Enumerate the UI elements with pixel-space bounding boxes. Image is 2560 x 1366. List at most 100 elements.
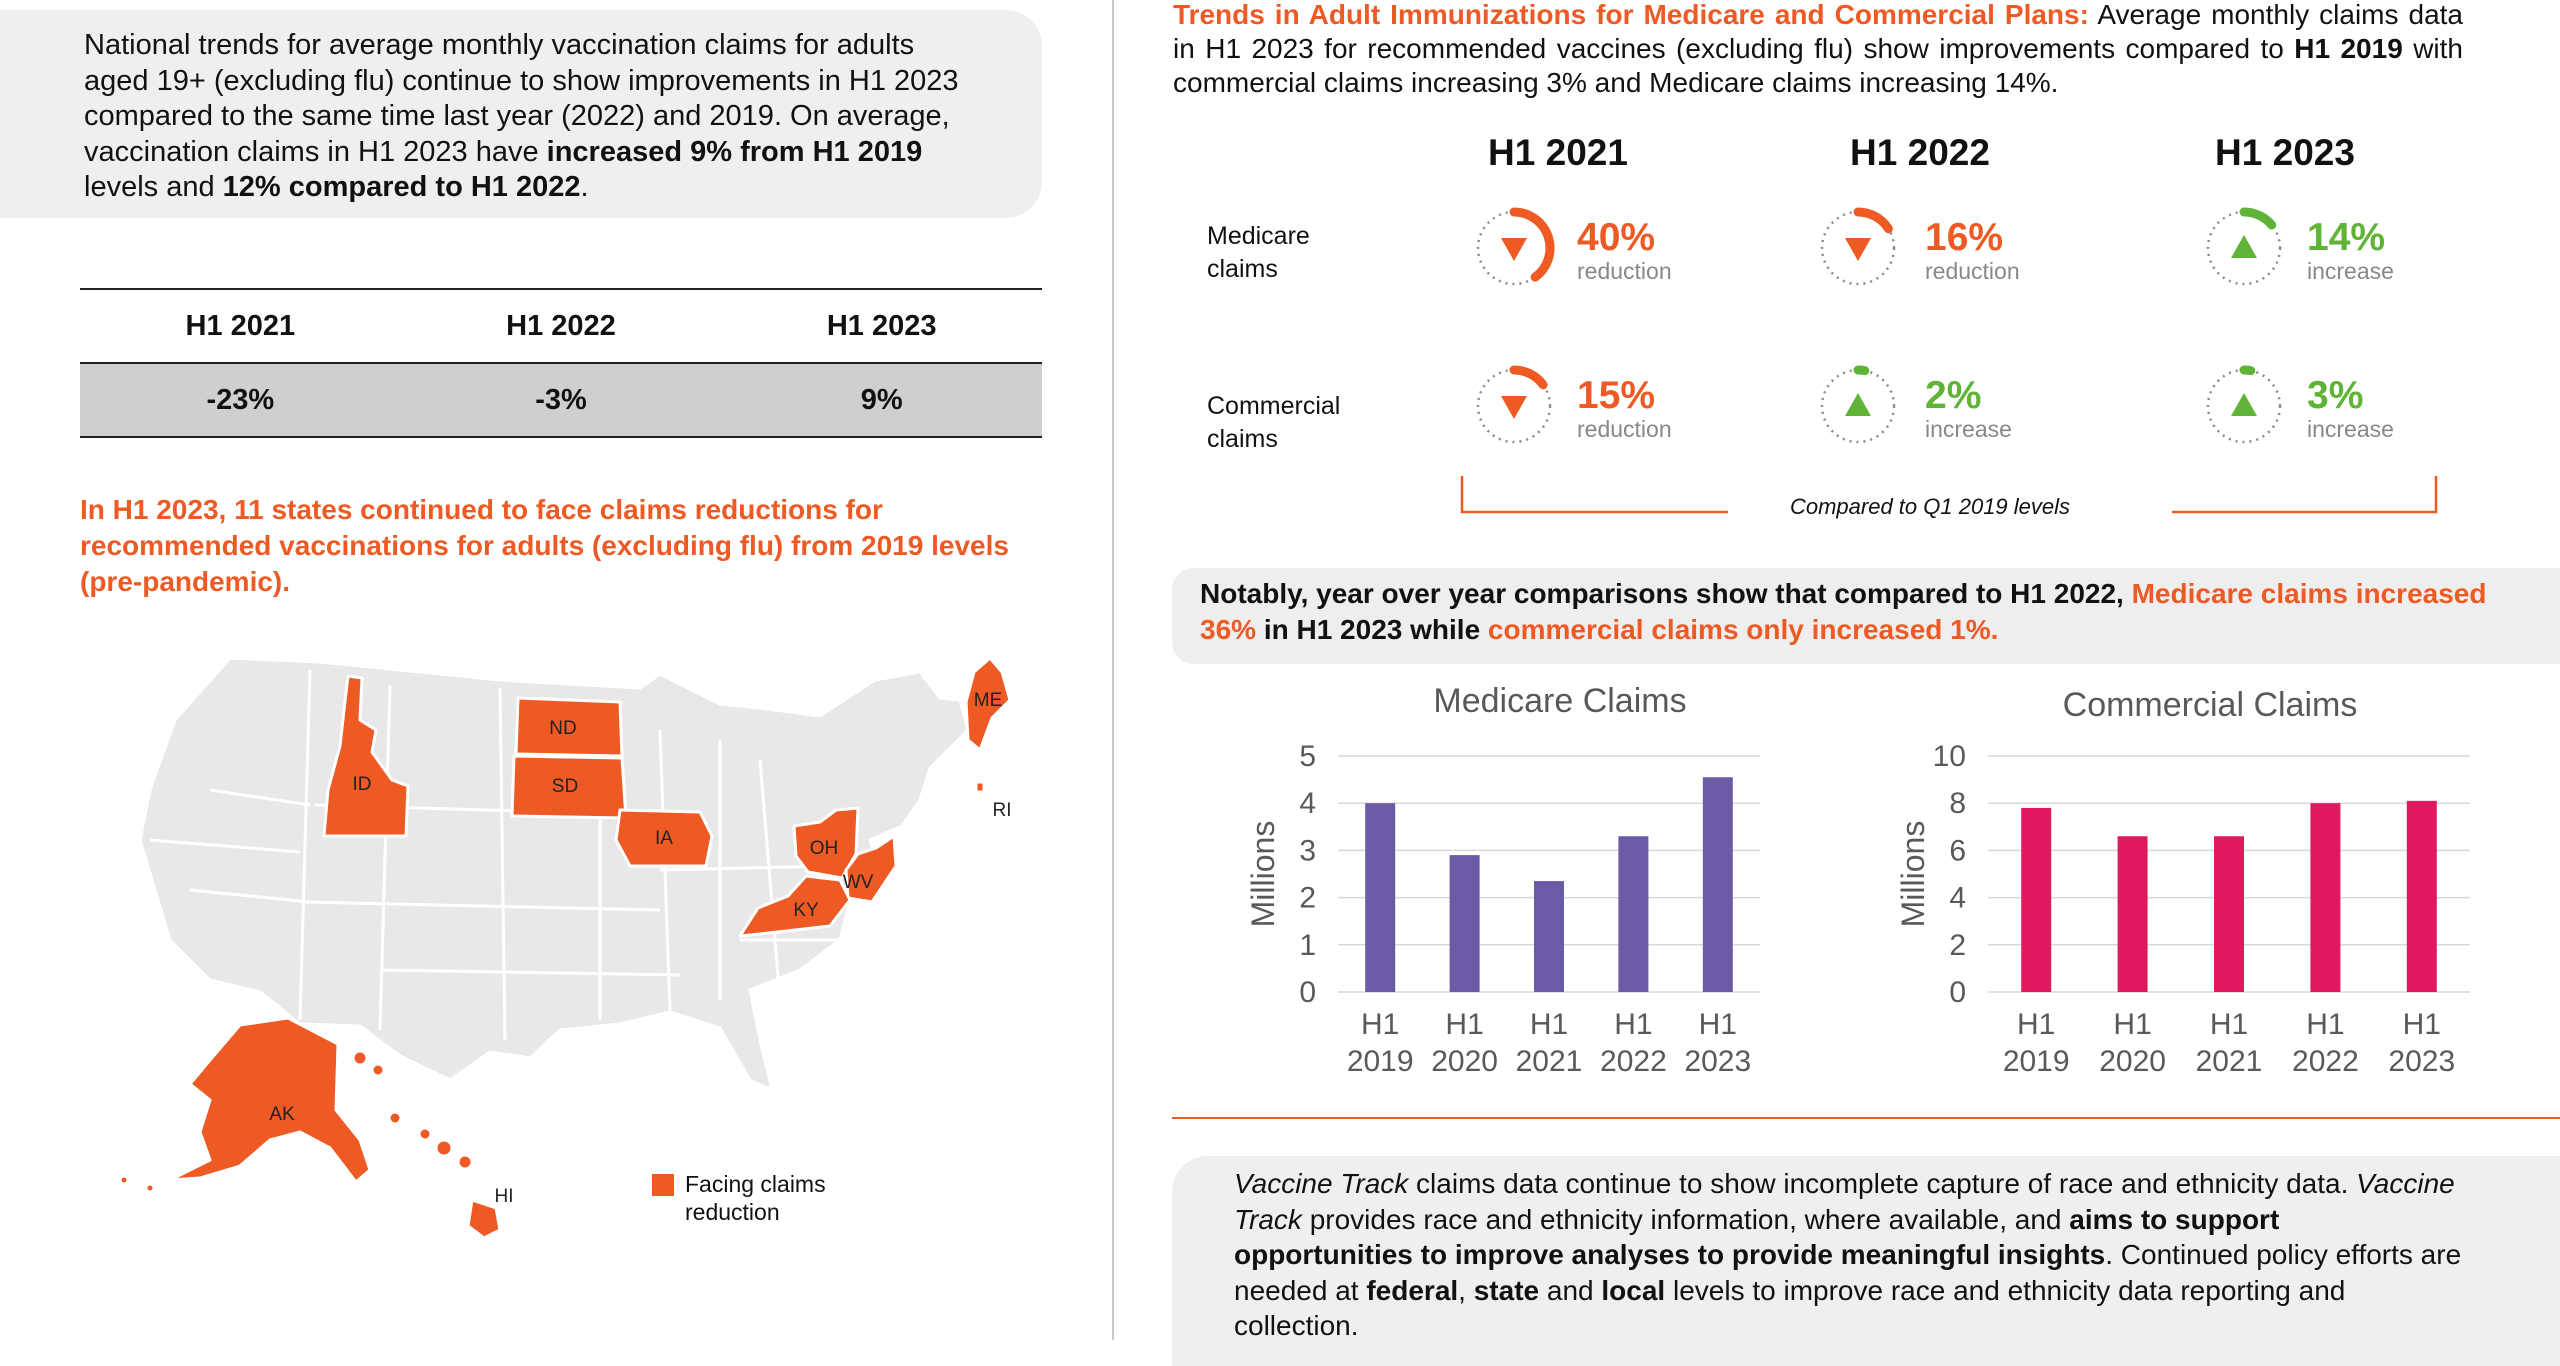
gauge-ring bbox=[1820, 365, 1896, 444]
bar bbox=[1702, 777, 1733, 992]
bar bbox=[2021, 807, 2052, 992]
bar bbox=[1365, 803, 1396, 992]
stat-sub: reduction bbox=[1925, 258, 2020, 284]
state-me bbox=[964, 656, 1012, 752]
gauge-arc bbox=[1853, 207, 1893, 234]
arrow-up-icon bbox=[2231, 393, 2257, 416]
y-tick-label: 10 bbox=[1933, 740, 1966, 773]
stat-sub: increase bbox=[1925, 416, 2012, 442]
map-label: ID bbox=[353, 774, 372, 795]
stat-sub: reduction bbox=[1577, 416, 1672, 442]
arrow-down-icon bbox=[1845, 238, 1871, 261]
gauge-arc bbox=[1853, 365, 1870, 376]
y-axis-label: Millions bbox=[1895, 821, 1931, 928]
map-label: ND bbox=[549, 718, 576, 739]
y-tick-label: 4 bbox=[1299, 787, 1316, 820]
map-label: WV bbox=[843, 872, 874, 893]
stat-value: 14% bbox=[2307, 216, 2386, 259]
y-tick-label: 5 bbox=[1299, 740, 1316, 773]
stat-value: 2% bbox=[1925, 374, 1982, 417]
gauge-ring bbox=[1820, 207, 1896, 286]
trends-text: Trends in Adult Immunizations for Medica… bbox=[1173, 0, 2463, 98]
x-tick-label: H1 bbox=[1699, 1008, 1737, 1041]
stat-sub: increase bbox=[2307, 416, 2394, 442]
gauge-ring bbox=[1476, 207, 1555, 286]
map-label: AK bbox=[269, 1104, 295, 1125]
x-tick-label: H1 bbox=[1614, 1008, 1652, 1041]
x-tick-label: H1 bbox=[2403, 1008, 2441, 1041]
x-tick-label: 2020 bbox=[1431, 1045, 1498, 1078]
gauge-medicare-2021 bbox=[1466, 200, 1562, 301]
arrow-up-icon bbox=[1845, 393, 1871, 416]
x-tick-label: 2023 bbox=[2388, 1045, 2455, 1078]
y-tick-label: 2 bbox=[1299, 882, 1316, 915]
x-tick-label: 2022 bbox=[1600, 1045, 1667, 1078]
x-tick-label: H1 bbox=[2113, 1008, 2151, 1041]
stat-commercial-2022: 2% increase bbox=[1925, 374, 2012, 443]
arrow-down-icon bbox=[1501, 238, 1527, 261]
state-ri bbox=[974, 780, 986, 794]
row-label-medicare: Medicare claims bbox=[1207, 222, 1310, 283]
y-tick-label: 2 bbox=[1949, 929, 1966, 962]
section-rule bbox=[1172, 1117, 2560, 1119]
state-id bbox=[322, 674, 410, 838]
table-cell: 9% bbox=[721, 363, 1042, 438]
gauge-commercial-2023 bbox=[2196, 358, 2292, 459]
table-header-row: H1 2021 H1 2022 H1 2023 bbox=[80, 288, 1042, 364]
x-tick-label: 2021 bbox=[1516, 1045, 1583, 1078]
state-ia bbox=[614, 808, 714, 868]
table-header: H1 2021 bbox=[80, 288, 401, 364]
column-divider bbox=[1112, 0, 1114, 1340]
x-tick-label: 2021 bbox=[2196, 1045, 2263, 1078]
stat-commercial-2023: 3% increase bbox=[2307, 374, 2394, 443]
stat-medicare-2023: 14% increase bbox=[2307, 216, 2394, 285]
x-tick-label: H1 bbox=[1445, 1008, 1483, 1041]
stat-commercial-2021: 15% reduction bbox=[1577, 374, 1672, 443]
y-tick-label: 1 bbox=[1299, 929, 1316, 962]
state-hi bbox=[466, 1198, 502, 1240]
stat-value: 15% bbox=[1577, 374, 1656, 417]
map-label: HI bbox=[495, 1186, 514, 1207]
bar bbox=[2406, 800, 2437, 992]
intro-text: National trends for average monthly vacc… bbox=[84, 29, 959, 203]
state-wv bbox=[844, 834, 898, 904]
notably-panel bbox=[1172, 568, 2560, 664]
y-axis-label: Millions bbox=[1245, 821, 1281, 928]
table-header: H1 2022 bbox=[400, 288, 722, 364]
bar bbox=[2310, 803, 2341, 992]
legend-swatch bbox=[652, 1174, 674, 1196]
gauge-medicare-2023 bbox=[2196, 200, 2292, 301]
stat-value: 40% bbox=[1577, 216, 1656, 259]
vaccine-track-panel bbox=[1172, 1156, 2560, 1366]
gauge-arc bbox=[1509, 207, 1555, 282]
chart-title-commercial: Commercial Claims bbox=[2062, 686, 2358, 724]
col-header-h1-2021: H1 2021 bbox=[1488, 132, 1628, 173]
x-tick-label: H1 bbox=[1530, 1008, 1568, 1041]
stat-sub: reduction bbox=[1577, 258, 1672, 284]
intro-panel bbox=[0, 10, 1042, 218]
table-row: -23% -3% 9% bbox=[80, 363, 1042, 438]
gauge-arc bbox=[1509, 365, 1548, 390]
x-tick-label: 2023 bbox=[1684, 1045, 1751, 1078]
arrow-up-icon bbox=[2231, 235, 2257, 258]
y-tick-label: 3 bbox=[1299, 834, 1316, 867]
legend-label: Facing claims reduction bbox=[685, 1171, 826, 1225]
col-header-h1-2023: H1 2023 bbox=[2215, 132, 2355, 173]
x-tick-label: H1 bbox=[2017, 1008, 2055, 1041]
state-oh bbox=[792, 806, 860, 880]
gauge-arc bbox=[2239, 365, 2256, 376]
x-tick-label: H1 bbox=[1361, 1008, 1399, 1041]
state-ky bbox=[738, 874, 852, 938]
states-heading: In H1 2023, 11 states continued to face … bbox=[80, 494, 1009, 597]
stat-value: 3% bbox=[2307, 374, 2364, 417]
y-tick-label: 0 bbox=[1949, 976, 1966, 1009]
state-ak bbox=[168, 1016, 372, 1184]
commercial-bar-chart: 0 2 4 6 8 10 Millions H1 2019 H1 2020 H1 2021 H1 2022 H… bbox=[1895, 740, 2470, 1078]
x-tick-label: 2019 bbox=[1347, 1045, 1414, 1078]
stat-medicare-2021: 40% reduction bbox=[1577, 216, 1672, 285]
x-tick-label: 2020 bbox=[2099, 1045, 2166, 1078]
row-label-commercial: Commercial claims bbox=[1207, 392, 1341, 453]
bar bbox=[2214, 836, 2244, 992]
gauge-ring bbox=[2206, 207, 2282, 286]
map-label: KY bbox=[793, 900, 819, 921]
